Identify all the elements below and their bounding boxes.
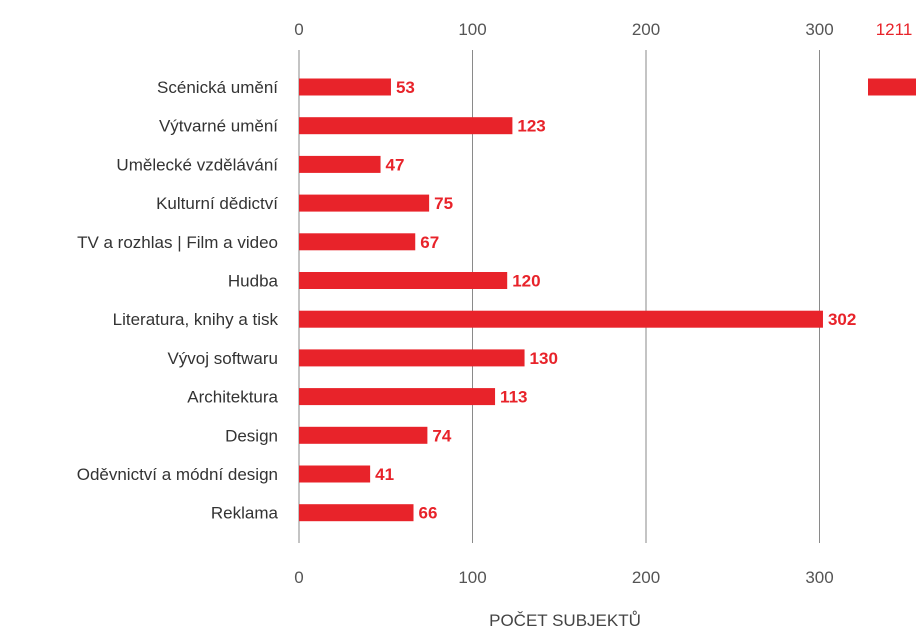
category-label: Oděvnictví a módní design: [77, 465, 278, 484]
bar: [299, 272, 508, 289]
category-label: Scénická umění: [157, 78, 278, 97]
category-labels: Scénická umění Výtvarné umění Umělecké vzd…: [77, 78, 279, 523]
x-tick-label-top: 300: [805, 20, 833, 39]
category-label: TV a rozhlas | Film a video: [77, 233, 278, 252]
value-label: 66: [419, 504, 438, 523]
bar: [299, 310, 823, 328]
x-tick-label-bottom: 200: [632, 568, 660, 587]
overflow-bar: [868, 78, 916, 96]
value-label: 302: [828, 310, 856, 329]
bar: [299, 117, 513, 135]
category-label: Architektura: [187, 388, 278, 407]
category-label: Reklama: [211, 504, 279, 523]
bars: [299, 78, 823, 522]
category-label: Hudba: [228, 272, 279, 291]
x-tick-label-bottom: 300: [805, 568, 833, 587]
bar: [299, 78, 391, 96]
value-label: 123: [517, 117, 545, 136]
x-tick-label-top: 200: [632, 20, 660, 39]
value-label: 41: [375, 465, 394, 484]
category-label: Literatura, knihy a tisk: [113, 310, 279, 329]
category-label: Kulturní dědictví: [156, 194, 278, 213]
value-label: 74: [432, 426, 451, 445]
value-label: 130: [530, 349, 558, 368]
bar: [299, 349, 525, 367]
x-axis-top-ticks: 0 100 200 300: [294, 20, 833, 39]
x-tick-label-bottom: 0: [294, 568, 303, 587]
bar: [299, 155, 381, 173]
value-label: 53: [396, 78, 415, 97]
bar: [299, 465, 371, 483]
bar: [299, 388, 496, 406]
overflow-bar-group: 1211: [868, 20, 916, 96]
value-label: 75: [434, 194, 453, 213]
value-labels: 53 123 47 75 67 120 302 130 113 74 41 66: [375, 78, 856, 523]
bar: [299, 426, 428, 444]
bar: [299, 233, 416, 251]
category-label: Vývoj softwaru: [167, 349, 278, 368]
category-label: Výtvarné umění: [159, 117, 278, 136]
bar: [299, 194, 430, 212]
value-label: 120: [512, 272, 540, 291]
x-axis-bottom-ticks: 0 100 200 300: [294, 568, 833, 587]
value-label: 47: [386, 155, 405, 174]
value-label: 113: [500, 388, 527, 407]
overflow-value-label: 1211: [876, 20, 913, 39]
x-tick-label-bottom: 100: [458, 568, 486, 587]
value-label: 67: [420, 233, 439, 252]
bar: [299, 504, 414, 522]
x-tick-label-top: 100: [458, 20, 486, 39]
x-axis-label: POČET SUBJEKTŮ: [489, 611, 641, 630]
x-tick-label-top: 0: [294, 20, 303, 39]
category-label: Design: [225, 426, 278, 445]
category-label: Umělecké vzdělávání: [116, 155, 278, 174]
